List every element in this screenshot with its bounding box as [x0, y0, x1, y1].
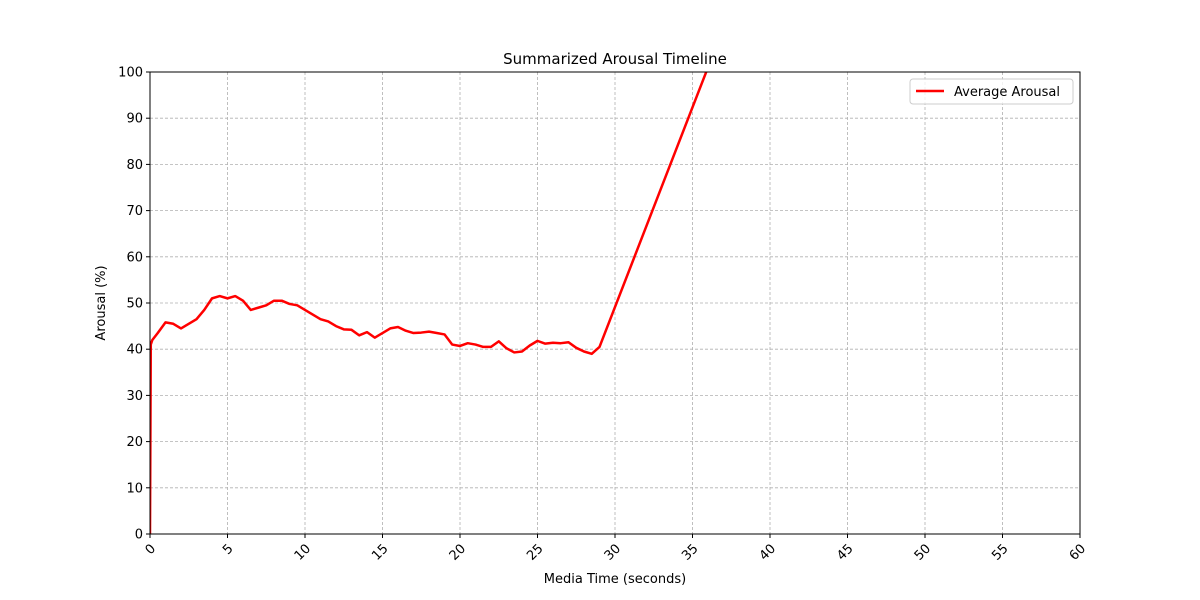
legend-label: Average Arousal	[954, 85, 1060, 100]
y-tick-label: 10	[126, 481, 143, 496]
y-tick-label: 20	[126, 435, 143, 450]
y-tick-label: 100	[118, 66, 143, 81]
legend-box	[909, 78, 1074, 105]
series-line-average-arousal	[150, 72, 708, 534]
y-tick-label: 80	[126, 158, 143, 173]
y-axis-title: Arousal (%)	[94, 265, 109, 340]
x-axis-title: Media Time (seconds)	[544, 572, 686, 587]
y-axis-ticks: 0 10 20 30 40 50 60 70 80 90 100	[118, 66, 150, 543]
legend: Average Arousal	[909, 78, 1074, 105]
y-tick-label: 30	[126, 389, 143, 404]
plot-frame	[149, 71, 1081, 535]
series-layer	[150, 72, 708, 534]
y-tick-label: 40	[126, 343, 143, 358]
y-tick-label: 0	[135, 528, 143, 543]
y-tick-label: 50	[126, 297, 143, 312]
y-tick-label: 90	[126, 112, 143, 127]
y-tick-label: 70	[126, 204, 143, 219]
y-tick-label: 60	[126, 250, 143, 265]
chart-title: Summarized Arousal Timeline	[503, 50, 727, 68]
grid-lines	[149, 71, 1081, 535]
